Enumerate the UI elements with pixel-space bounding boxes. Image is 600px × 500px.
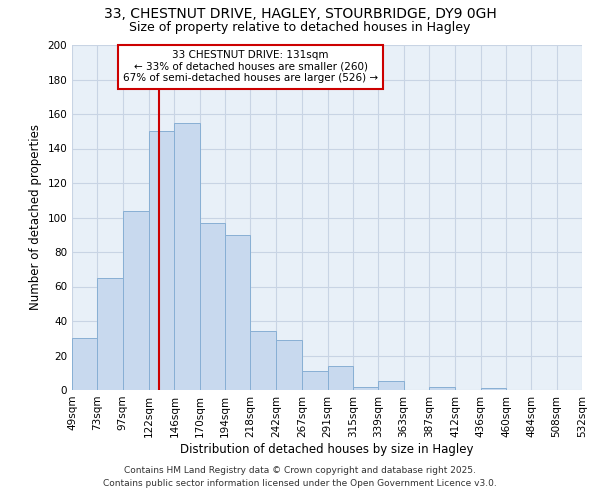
Text: Contains HM Land Registry data © Crown copyright and database right 2025.
Contai: Contains HM Land Registry data © Crown c… [103,466,497,487]
Bar [481,388,506,390]
Bar [149,131,175,390]
Bar [353,386,378,390]
Bar [378,382,404,390]
Y-axis label: Number of detached properties: Number of detached properties [29,124,42,310]
Text: 33, CHESTNUT DRIVE, HAGLEY, STOURBRIDGE, DY9 0GH: 33, CHESTNUT DRIVE, HAGLEY, STOURBRIDGE,… [104,8,496,22]
Bar [97,278,122,390]
Bar [250,332,276,390]
Bar [175,122,200,390]
Bar [122,210,149,390]
Text: Size of property relative to detached houses in Hagley: Size of property relative to detached ho… [130,21,470,34]
Text: 33 CHESTNUT DRIVE: 131sqm
← 33% of detached houses are smaller (260)
67% of semi: 33 CHESTNUT DRIVE: 131sqm ← 33% of detac… [123,50,378,84]
Bar [200,222,225,390]
Bar [328,366,353,390]
X-axis label: Distribution of detached houses by size in Hagley: Distribution of detached houses by size … [180,442,474,456]
Bar [72,338,97,390]
Bar [302,371,328,390]
Bar [225,235,250,390]
Bar [429,386,455,390]
Bar [276,340,302,390]
